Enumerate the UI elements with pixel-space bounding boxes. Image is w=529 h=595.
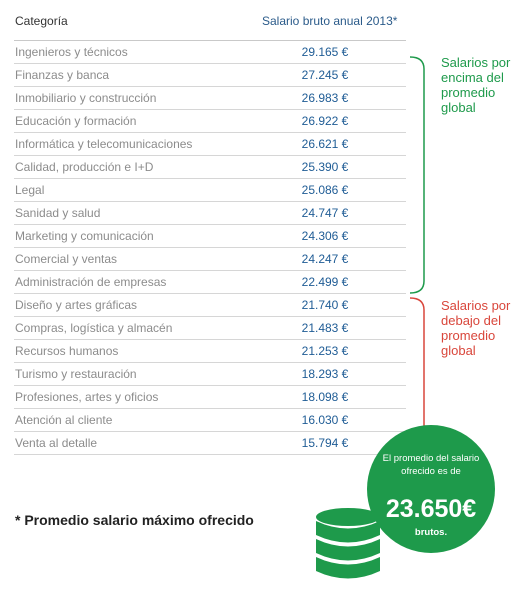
salary-cell: 24.306 € — [280, 224, 406, 248]
category-cell: Administración de empresas — [14, 270, 280, 294]
table-row: Venta al detalle 15.794 € — [14, 431, 406, 455]
category-cell: Atención al cliente — [14, 408, 280, 432]
category-cell: Venta al detalle — [14, 431, 280, 455]
below-average-label: Salarios por debajo del promedio global — [441, 298, 511, 358]
table-row: Diseño y artes gráficas 21.740 € — [14, 293, 406, 317]
table-row: Turismo y restauración 18.293 € — [14, 362, 406, 386]
table-row: Compras, logística y almacén 21.483 € — [14, 316, 406, 340]
category-cell: Informática y telecomunicaciones — [14, 132, 280, 156]
table-row: Inmobiliario y construcción 26.983 € — [14, 86, 406, 110]
table-row: Sanidad y salud 24.747 € — [14, 201, 406, 225]
salary-cell: 29.165 € — [280, 41, 406, 64]
category-cell: Legal — [14, 178, 280, 202]
salary-cell: 24.247 € — [280, 247, 406, 271]
category-cell: Sanidad y salud — [14, 201, 280, 225]
red-brace-icon — [409, 297, 425, 439]
salary-cell: 27.245 € — [280, 63, 406, 87]
category-cell: Finanzas y banca — [14, 63, 280, 87]
salary-cell: 18.293 € — [280, 362, 406, 386]
average-unit: brutos. — [414, 527, 448, 538]
coin-stack-icon — [316, 508, 380, 579]
salary-cell: 21.483 € — [280, 316, 406, 340]
table-row: Informática y telecomunicaciones 26.621 € — [14, 132, 406, 156]
category-cell: Compras, logística y almacén — [14, 316, 280, 340]
table-row: Recursos humanos 21.253 € — [14, 339, 406, 363]
table-row: Legal 25.086 € — [14, 178, 406, 202]
salary-cell: 24.747 € — [280, 201, 406, 225]
category-cell: Diseño y artes gráficas — [14, 293, 280, 317]
category-cell: Educación y formación — [14, 109, 280, 133]
salary-cell: 21.253 € — [280, 339, 406, 363]
header-salary: Salario bruto anual 2013* — [262, 14, 398, 28]
salary-cell: 21.740 € — [280, 293, 406, 317]
salary-cell: 25.390 € — [280, 155, 406, 179]
table-row: Profesiones, artes y oficios 18.098 € — [14, 385, 406, 409]
salary-table: Ingenieros y técnicos 29.165 € Finanzas y … — [14, 41, 406, 455]
salary-cell: 26.922 € — [280, 109, 406, 133]
average-circle: El promedio del salario ofrecido es de 2… — [367, 425, 495, 553]
table-row: Atención al cliente 16.030 € — [14, 408, 406, 432]
category-cell: Recursos humanos — [14, 339, 280, 363]
table-row: Calidad, producción e I+D 25.390 € — [14, 155, 406, 179]
table-row: Marketing y comunicación 24.306 € — [14, 224, 406, 248]
table-row: Ingenieros y técnicos 29.165 € — [14, 41, 406, 64]
footnote: * Promedio salario máximo ofrecido — [15, 512, 254, 528]
category-cell: Turismo y restauración — [14, 362, 280, 386]
table-row: Educación y formación 26.922 € — [14, 109, 406, 133]
salary-cell: 25.086 € — [280, 178, 406, 202]
header-category: Categoría — [15, 14, 68, 28]
salary-cell: 15.794 € — [280, 431, 406, 455]
category-cell: Calidad, producción e I+D — [14, 155, 280, 179]
salary-cell: 16.030 € — [280, 408, 406, 432]
average-value: 23.650€ — [385, 495, 477, 523]
green-brace-icon — [409, 56, 425, 294]
salary-cell: 26.621 € — [280, 132, 406, 156]
above-average-label: Salarios por encima del promedio global — [441, 55, 511, 115]
table-row: Comercial y ventas 24.247 € — [14, 247, 406, 271]
table-row: Finanzas y banca 27.245 € — [14, 63, 406, 87]
header-divider — [14, 40, 406, 41]
category-cell: Comercial y ventas — [14, 247, 280, 271]
category-cell: Marketing y comunicación — [14, 224, 280, 248]
salary-cell: 22.499 € — [280, 270, 406, 294]
category-cell: Profesiones, artes y oficios — [14, 385, 280, 409]
average-text: El promedio del salario ofrecido es de — [382, 453, 480, 477]
category-cell: Ingenieros y técnicos — [14, 41, 280, 64]
salary-cell: 26.983 € — [280, 86, 406, 110]
table-row: Administración de empresas 22.499 € — [14, 270, 406, 294]
salary-cell: 18.098 € — [280, 385, 406, 409]
category-cell: Inmobiliario y construcción — [14, 86, 280, 110]
